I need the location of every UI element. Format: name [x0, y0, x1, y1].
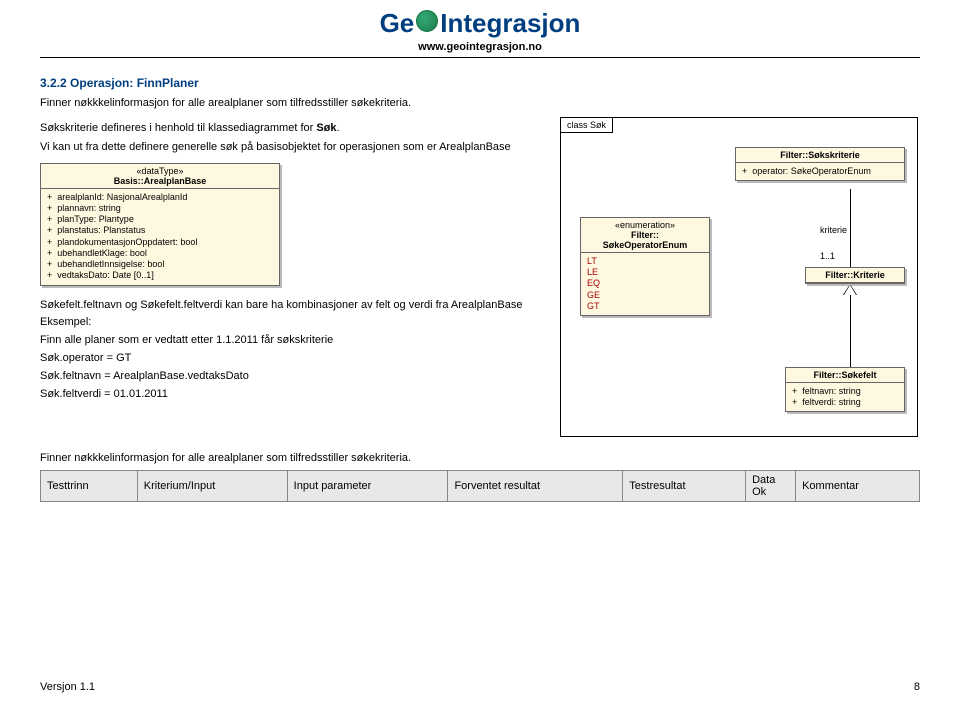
assoc-label-kriterie: kriterie [820, 225, 847, 235]
example-p5: Søk.feltnavn = ArealplanBase.vedtaksDato [40, 369, 542, 384]
datatype-attrs: + arealplanId: NasjonalArealplanId + pla… [41, 189, 279, 285]
header-url: www.geointegrasjon.no [418, 41, 542, 53]
page-number: 8 [914, 681, 920, 693]
example-p6: Søk.feltverdi = 01.01.2011 [40, 387, 542, 402]
uml-sokefelt: Filter::Søkefelt + feltnavn: string + fe… [785, 367, 905, 413]
page-footer: Versjon 1.1 8 [40, 681, 920, 693]
frame-label: class Søk [561, 118, 613, 133]
logo: Ge Integrasjon www.geointegrasjon.no [380, 8, 581, 53]
uml-kriterie: Filter::Kriterie [805, 267, 905, 284]
footer-description: Finner nøkkkelinformasjon for alle areal… [40, 451, 920, 466]
col-inputparam: Input parameter [287, 470, 448, 501]
table-header-row: Testtrinn Kriterium/Input Input paramete… [41, 470, 920, 501]
logo-text-right: Integrasjon [440, 8, 580, 39]
uml-datatype-box: «dataType» Basis::ArealplanBase + arealp… [40, 163, 280, 286]
assoc-mult: 1..1 [820, 251, 835, 261]
col-kommentar: Kommentar [796, 470, 920, 501]
uml-diagram: class Søk Filter::Søkskriterie + operato… [560, 117, 920, 437]
datatype-stereo: «dataType» [47, 166, 273, 176]
test-table: Testtrinn Kriterium/Input Input paramete… [40, 470, 920, 502]
col-kriterium: Kriterium/Input [137, 470, 287, 501]
uml-edge [850, 285, 851, 367]
example-block: Søkefelt.feltnavn og Søkefelt.feltverdi … [40, 298, 542, 402]
uml-sokskriterie: Filter::Søkskriterie + operator: SøkeOpe… [735, 147, 905, 181]
version-label: Versjon 1.1 [40, 681, 95, 693]
logo-text-left: Ge [380, 8, 415, 39]
example-p2: Eksempel: [40, 315, 542, 330]
uml-edge [850, 189, 851, 267]
section-p3: Vi kan ut fra dette definere generelle s… [40, 140, 542, 155]
col-dataok: Data Ok [746, 470, 796, 501]
section-p2: Søkskriterie defineres i henhold til kla… [40, 121, 542, 136]
uml-enum: «enumeration» Filter:: SøkeOperatorEnum … [580, 217, 710, 316]
section-title: 3.2.2 Operasjon: FinnPlaner [40, 76, 920, 90]
example-p4: Søk.operator = GT [40, 351, 542, 366]
example-p1: Søkefelt.feltnavn og Søkefelt.feltverdi … [40, 298, 542, 313]
example-p3: Finn alle planer som er vedtatt etter 1.… [40, 333, 542, 348]
page-header: Ge Integrasjon www.geointegrasjon.no [40, 0, 920, 58]
col-forventet: Forventet resultat [448, 470, 623, 501]
uml-arrowhead [844, 285, 856, 295]
col-testresultat: Testresultat [623, 470, 746, 501]
col-testtrinn: Testtrinn [41, 470, 138, 501]
section-intro: Finner nøkkkelinformasjon for alle areal… [40, 96, 920, 111]
datatype-name: Basis::ArealplanBase [47, 176, 273, 186]
globe-icon [416, 10, 438, 32]
